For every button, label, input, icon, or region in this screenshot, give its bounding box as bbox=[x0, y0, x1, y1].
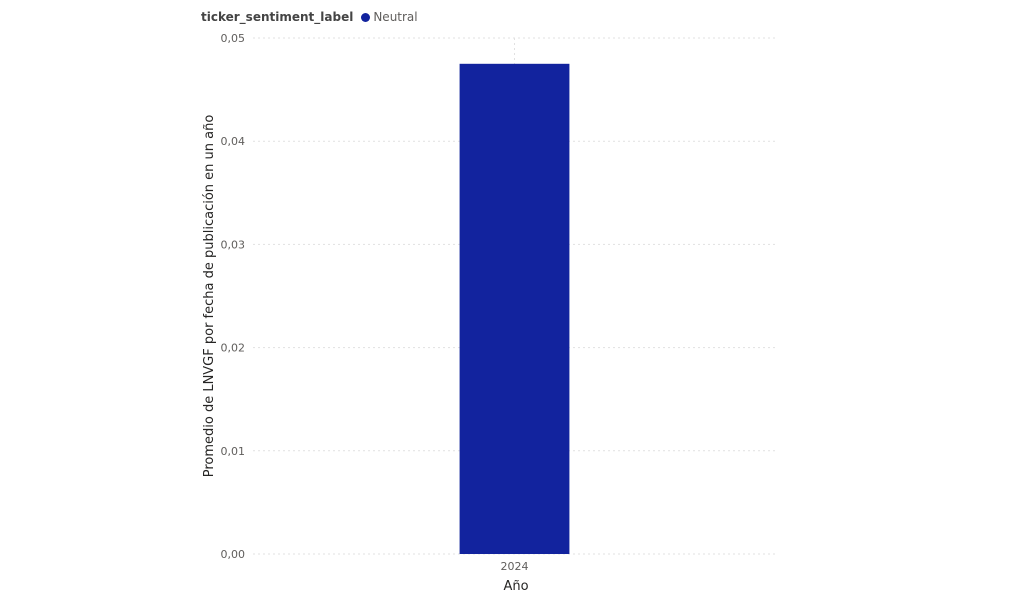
legend-item-label: Neutral bbox=[373, 10, 418, 24]
legend: ticker_sentiment_label Neutral bbox=[201, 8, 418, 26]
legend-title: ticker_sentiment_label bbox=[201, 10, 354, 24]
legend-item-neutral[interactable]: Neutral bbox=[361, 10, 418, 24]
y-tick-label: 0,03 bbox=[221, 238, 246, 251]
y-axis-title: Promedio de LNVGF por fecha de publicaci… bbox=[202, 115, 217, 478]
x-axis-ticks: 2024 bbox=[501, 560, 529, 573]
y-axis-ticks: 0,00 0,01 0,02 0,03 0,04 0,05 bbox=[221, 32, 246, 561]
bars bbox=[459, 63, 570, 555]
y-tick-label: 0,01 bbox=[221, 445, 246, 458]
legend-marker-icon bbox=[361, 12, 371, 22]
y-tick-label: 0,04 bbox=[221, 135, 246, 148]
bar-neutral-2024[interactable] bbox=[459, 63, 570, 555]
y-tick-label: 0,00 bbox=[221, 548, 246, 561]
y-tick-label: 0,02 bbox=[221, 342, 246, 355]
x-axis-title: Año bbox=[503, 579, 528, 594]
x-tick-label: 2024 bbox=[501, 560, 529, 573]
y-tick-label: 0,05 bbox=[221, 32, 246, 45]
